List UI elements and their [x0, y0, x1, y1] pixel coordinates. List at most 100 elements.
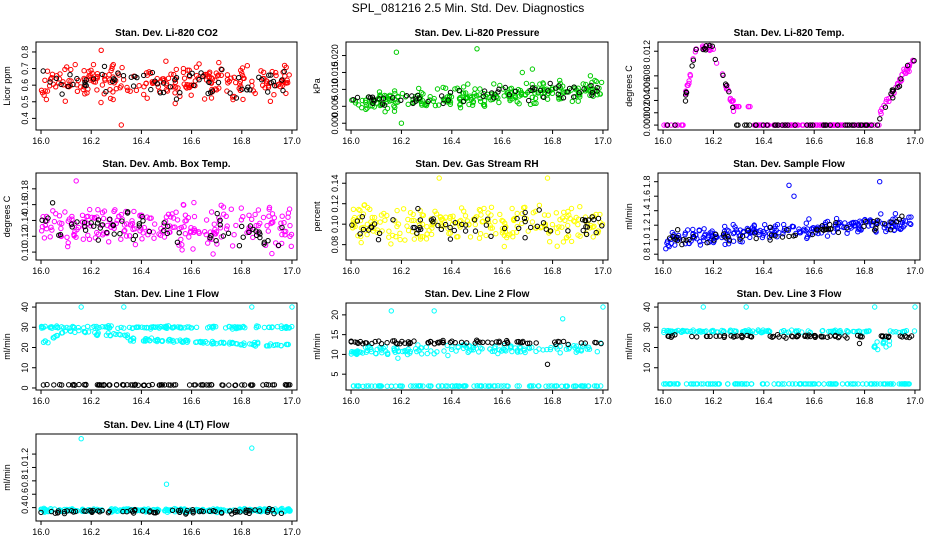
data-point	[501, 342, 507, 349]
x-tick-label: 16.2	[82, 136, 100, 146]
data-point	[375, 237, 382, 243]
data-point	[171, 382, 177, 388]
data-point	[121, 325, 127, 331]
data-point	[101, 63, 108, 70]
data-point	[436, 102, 442, 108]
data-point	[247, 87, 253, 93]
data-point	[260, 382, 266, 388]
data-point	[388, 241, 394, 247]
data-point	[162, 218, 169, 225]
data-point	[136, 223, 143, 229]
x-tick-label: 17.0	[594, 266, 612, 276]
data-point	[424, 224, 430, 230]
data-point	[225, 230, 232, 237]
data-point	[675, 381, 681, 387]
data-point	[196, 77, 202, 83]
data-point	[804, 226, 810, 232]
data-point	[82, 223, 88, 230]
data-point	[239, 382, 245, 388]
data-point	[167, 382, 174, 388]
data-point	[680, 237, 686, 243]
data-point	[536, 346, 542, 352]
data-point	[250, 88, 257, 94]
data-point	[49, 325, 55, 331]
data-point	[224, 72, 231, 78]
data-point	[413, 96, 419, 102]
data-point	[72, 508, 79, 515]
data-point	[683, 89, 689, 95]
data-point	[99, 507, 105, 514]
data-point	[177, 90, 183, 96]
data-point	[187, 83, 194, 89]
x-tick-label: 16.2	[82, 266, 100, 276]
data-point	[41, 235, 48, 241]
data-point	[906, 214, 912, 220]
data-point	[486, 94, 492, 101]
data-point	[216, 59, 222, 66]
y-tick-label: 0.4	[20, 501, 30, 514]
data-point	[886, 342, 892, 348]
data-point	[529, 219, 536, 225]
data-point	[134, 74, 140, 81]
x-tick-label: 16.6	[805, 266, 823, 276]
data-point	[69, 224, 75, 230]
data-point	[227, 339, 233, 345]
data-point	[434, 86, 441, 92]
series-reference	[665, 332, 915, 347]
data-point	[470, 344, 477, 350]
data-point	[477, 86, 483, 92]
data-point	[578, 340, 584, 346]
data-point	[580, 81, 586, 87]
data-point	[786, 182, 792, 189]
data-point	[537, 81, 543, 87]
data-point	[227, 508, 233, 514]
data-point	[804, 122, 810, 128]
data-point	[444, 342, 450, 349]
data-point	[821, 381, 827, 387]
data-point	[404, 223, 410, 229]
data-point	[553, 210, 559, 216]
data-point	[560, 338, 567, 345]
y-tick-label: 1.6	[642, 190, 652, 203]
data-point	[762, 222, 768, 228]
y-tick-label: 0.8	[20, 475, 30, 488]
data-point	[237, 81, 243, 87]
y-tick-label: 30	[642, 322, 652, 332]
data-point	[703, 328, 709, 334]
data-point	[439, 93, 445, 99]
data-point	[354, 218, 361, 224]
data-point	[557, 77, 563, 84]
y-tick-label: 10	[642, 363, 652, 373]
data-point	[455, 234, 461, 240]
data-point	[132, 506, 138, 513]
data-point	[419, 102, 425, 108]
data-point	[67, 328, 74, 335]
data-point	[779, 122, 785, 128]
data-point	[564, 213, 570, 220]
data-point	[255, 323, 261, 330]
data-point	[239, 70, 245, 76]
data-point	[365, 383, 372, 389]
x-tick-label: 16.4	[443, 136, 461, 146]
data-point	[244, 62, 251, 69]
data-point	[173, 66, 180, 73]
data-point	[365, 227, 372, 233]
data-point	[190, 507, 196, 513]
data-point	[464, 340, 470, 346]
data-point	[263, 381, 270, 388]
y-tick-label: 1.2	[20, 448, 30, 461]
data-point	[391, 345, 397, 351]
data-point	[405, 216, 411, 223]
data-point	[208, 209, 215, 215]
data-point	[272, 342, 279, 348]
data-point	[145, 232, 151, 238]
series-line-2-flow-std-dev	[348, 304, 606, 389]
data-point	[713, 231, 719, 238]
data-point	[171, 339, 177, 345]
y-tick-label: 0.18	[20, 180, 30, 198]
data-point	[352, 339, 358, 345]
data-point	[397, 236, 403, 243]
data-point	[553, 85, 559, 91]
data-point	[281, 62, 288, 69]
data-point	[86, 73, 92, 80]
